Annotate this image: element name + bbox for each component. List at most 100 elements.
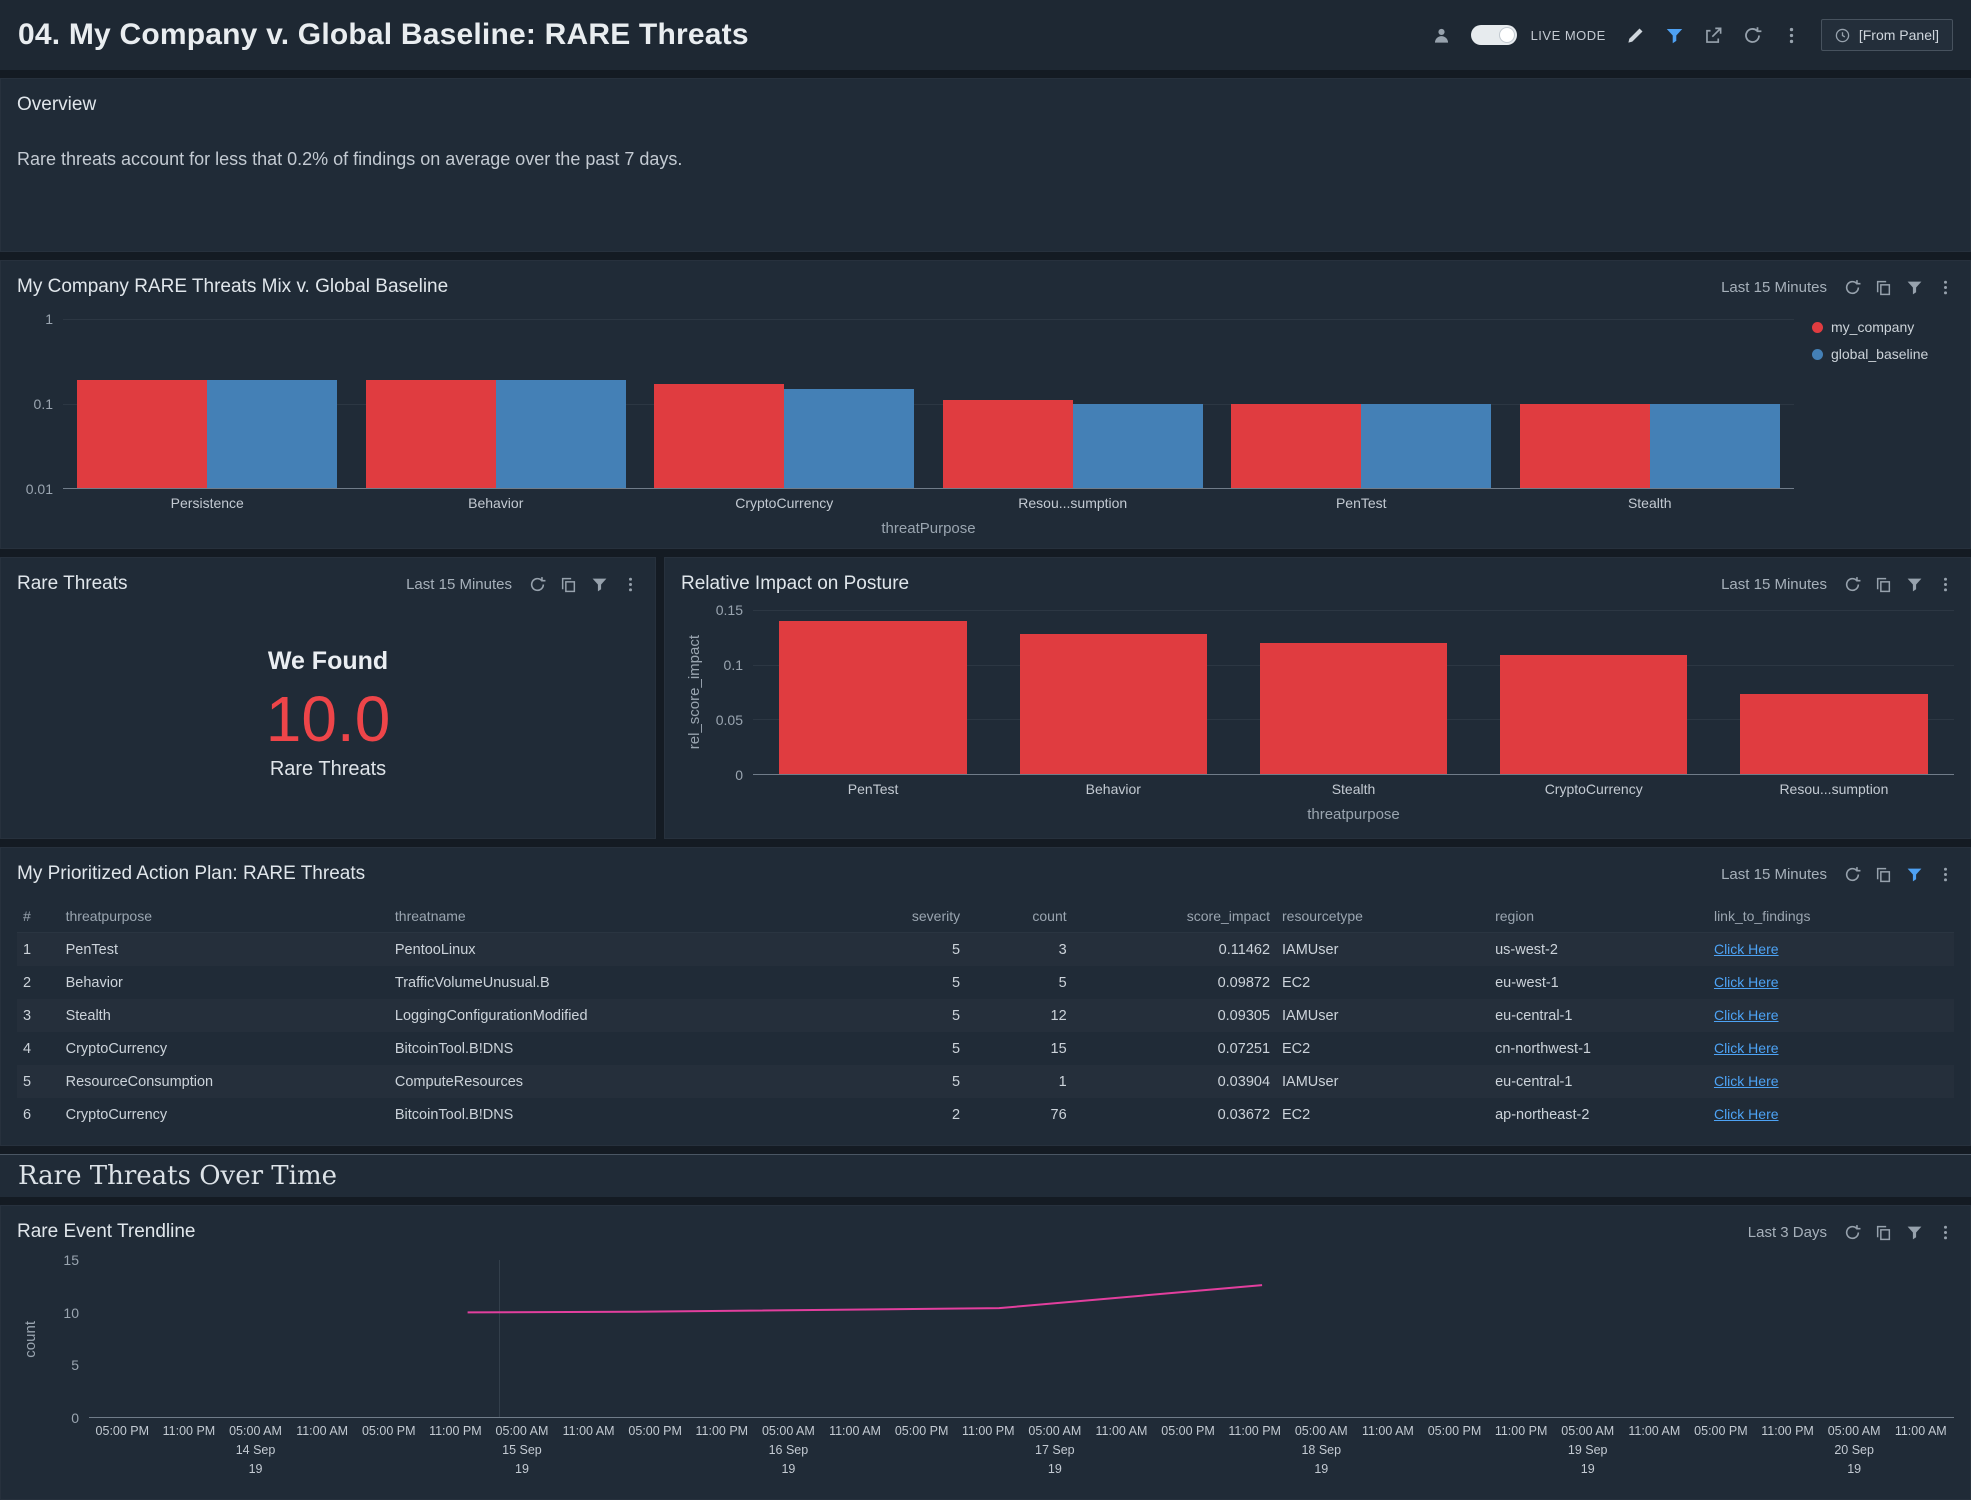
- x-tick-label: CryptoCurrency: [1474, 781, 1714, 797]
- bar-Stealth[interactable]: [1260, 643, 1447, 774]
- x-tick: 11:00 AM: [289, 1424, 356, 1477]
- findings-link[interactable]: Click Here: [1714, 974, 1779, 990]
- edit-pencil-icon[interactable]: [1626, 26, 1645, 45]
- filter-icon[interactable]: [1906, 576, 1923, 593]
- kebab-menu-icon[interactable]: [1937, 1224, 1954, 1241]
- x-tick: 11:00 PM: [1221, 1424, 1288, 1477]
- refresh-icon[interactable]: [1844, 1224, 1861, 1241]
- x-tick: 11:00 AM: [555, 1424, 622, 1477]
- cell-resourcetype: IAMUser: [1276, 1065, 1489, 1098]
- kebab-menu-icon[interactable]: [1937, 576, 1954, 593]
- copy-icon[interactable]: [1875, 866, 1892, 883]
- copy-icon[interactable]: [1875, 279, 1892, 296]
- bar-CryptoCurrency[interactable]: [1500, 655, 1687, 774]
- filter-icon[interactable]: [1906, 866, 1923, 883]
- legend-item-global_baseline[interactable]: global_baseline: [1812, 346, 1954, 362]
- x-tick: 11:00 AM: [1088, 1424, 1155, 1477]
- filter-icon[interactable]: [1665, 26, 1684, 45]
- x-tick: 11:00 PM: [1754, 1424, 1821, 1477]
- middle-row: Rare Threats Last 15 Minutes We Found 10…: [0, 557, 1971, 839]
- cell-link_to_findings: Click Here: [1708, 1032, 1954, 1065]
- copy-icon[interactable]: [1875, 1224, 1892, 1241]
- kebab-menu-icon[interactable]: [1937, 866, 1954, 883]
- rare-threats-count: 10.0: [266, 684, 391, 754]
- legend-item-my_company[interactable]: my_company: [1812, 319, 1954, 335]
- bar-PenTest[interactable]: [779, 621, 966, 774]
- x-tick: 05:00 AM18 Sep19: [1288, 1424, 1355, 1477]
- live-mode-toggle[interactable]: [1471, 25, 1517, 45]
- bar-global_baseline[interactable]: [1650, 404, 1780, 489]
- table-row: 6CryptoCurrencyBitcoinTool.B!DNS2760.036…: [17, 1098, 1954, 1131]
- filter-icon[interactable]: [591, 576, 608, 593]
- impact-chart-plot: [753, 610, 1954, 775]
- cell-score_impact: 0.11462: [1073, 933, 1276, 967]
- kebab-menu-icon[interactable]: [1782, 26, 1801, 45]
- copy-icon[interactable]: [560, 576, 577, 593]
- cell-#: 2: [17, 966, 60, 999]
- refresh-icon[interactable]: [1844, 576, 1861, 593]
- bar-global_baseline[interactable]: [1073, 404, 1203, 489]
- findings-link[interactable]: Click Here: [1714, 1007, 1779, 1023]
- bar-my_company[interactable]: [943, 400, 1073, 488]
- findings-link[interactable]: Click Here: [1714, 941, 1779, 957]
- action-plan-table: #threatpurposethreatnameseveritycountsco…: [17, 900, 1954, 1131]
- column-header-severity[interactable]: severity: [879, 900, 966, 933]
- column-header-#[interactable]: #: [17, 900, 60, 933]
- time-range-label: Last 15 Minutes: [406, 576, 512, 593]
- share-icon[interactable]: [1704, 26, 1723, 45]
- refresh-icon[interactable]: [1844, 866, 1861, 883]
- bar-my_company[interactable]: [1231, 404, 1361, 489]
- copy-icon[interactable]: [1875, 576, 1892, 593]
- bar-global_baseline[interactable]: [1361, 404, 1491, 489]
- time-range-button[interactable]: [From Panel]: [1821, 19, 1953, 51]
- x-tick: 05:00 AM16 Sep19: [755, 1424, 822, 1477]
- bar-my_company[interactable]: [77, 380, 207, 488]
- bar-group-Resou...sumption: [1714, 610, 1954, 774]
- findings-link[interactable]: Click Here: [1714, 1106, 1779, 1122]
- kebab-menu-icon[interactable]: [622, 576, 639, 593]
- cell-score_impact: 0.03904: [1073, 1065, 1276, 1098]
- user-icon[interactable]: [1432, 26, 1451, 45]
- filter-icon[interactable]: [1906, 279, 1923, 296]
- live-mode-label: LIVE MODE: [1531, 28, 1606, 43]
- x-tick-label: Behavior: [352, 495, 641, 511]
- refresh-icon[interactable]: [1844, 279, 1861, 296]
- bar-my_company[interactable]: [1520, 404, 1650, 489]
- bar-global_baseline[interactable]: [496, 380, 626, 488]
- cell-threatpurpose: PenTest: [60, 933, 389, 967]
- bar-global_baseline[interactable]: [207, 380, 337, 488]
- y-tick-label: 0: [71, 1410, 79, 1426]
- findings-link[interactable]: Click Here: [1714, 1040, 1779, 1056]
- table-row: 4CryptoCurrencyBitcoinTool.B!DNS5150.072…: [17, 1032, 1954, 1065]
- cell-severity: 2: [879, 1098, 966, 1131]
- section-header: Rare Threats Over Time: [0, 1154, 1971, 1197]
- time-range-label: Last 15 Minutes: [1721, 866, 1827, 883]
- time-range-label: Last 15 Minutes: [1721, 576, 1827, 593]
- bar-Resou...sumption[interactable]: [1740, 694, 1927, 774]
- clock-icon: [1835, 28, 1850, 43]
- refresh-icon[interactable]: [529, 576, 546, 593]
- time-range-label: Last 3 Days: [1748, 1224, 1827, 1241]
- bar-global_baseline[interactable]: [784, 389, 914, 488]
- filter-icon[interactable]: [1906, 1224, 1923, 1241]
- x-tick: 11:00 PM: [955, 1424, 1022, 1477]
- column-header-resourcetype[interactable]: resourcetype: [1276, 900, 1489, 933]
- x-tick: 05:00 PM: [888, 1424, 955, 1477]
- column-header-link_to_findings[interactable]: link_to_findings: [1708, 900, 1954, 933]
- bar-my_company[interactable]: [366, 380, 496, 488]
- cell-threatname: ComputeResources: [389, 1065, 879, 1098]
- bar-my_company[interactable]: [654, 384, 784, 488]
- column-header-count[interactable]: count: [966, 900, 1073, 933]
- x-axis-labels: PersistenceBehaviorCryptoCurrencyResou..…: [63, 495, 1794, 511]
- dashboard-header: 04. My Company v. Global Baseline: RARE …: [0, 0, 1971, 70]
- column-header-threatpurpose[interactable]: threatpurpose: [60, 900, 389, 933]
- table-row: 3StealthLoggingConfigurationModified5120…: [17, 999, 1954, 1032]
- kebab-menu-icon[interactable]: [1937, 279, 1954, 296]
- refresh-icon[interactable]: [1743, 26, 1762, 45]
- column-header-region[interactable]: region: [1489, 900, 1708, 933]
- y-tick-label: 5: [71, 1357, 79, 1373]
- findings-link[interactable]: Click Here: [1714, 1073, 1779, 1089]
- column-header-threatname[interactable]: threatname: [389, 900, 879, 933]
- bar-Behavior[interactable]: [1020, 634, 1207, 774]
- column-header-score_impact[interactable]: score_impact: [1073, 900, 1276, 933]
